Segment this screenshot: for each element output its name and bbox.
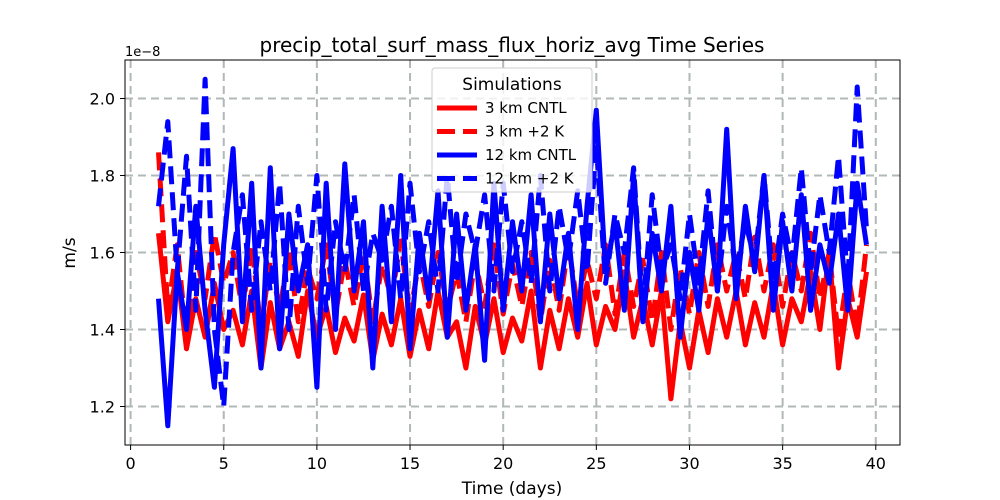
x-ticks: 0 5 10 15 20 25 30 35 40	[125, 445, 886, 473]
x-tick-label: 0	[125, 454, 135, 473]
x-tick-label: 35	[772, 454, 792, 473]
y-tick-label: 2.0	[90, 90, 115, 109]
y-ticks: 1.2 1.4 1.6 1.8 2.0	[90, 90, 125, 417]
legend-label: 3 km CNTL	[485, 99, 567, 117]
x-tick-label: 30	[679, 454, 699, 473]
chart-title: precip_total_surf_mass_flux_horiz_avg Ti…	[260, 33, 765, 57]
x-tick-label: 5	[219, 454, 229, 473]
series-layer	[156, 76, 869, 429]
x-axis-label: Time (days)	[461, 479, 562, 499]
y-tick-label: 1.4	[90, 321, 115, 340]
y-axis-label: m/s	[60, 237, 80, 268]
legend-label: 12 km CNTL	[485, 146, 577, 164]
legend-label: 3 km +2 K	[485, 123, 565, 141]
y-tick-label: 1.6	[90, 244, 115, 263]
x-tick-label: 20	[493, 454, 513, 473]
x-tick-label: 40	[866, 454, 886, 473]
legend-box	[431, 67, 593, 193]
legend: Simulations 3 km CNTL 3 km +2 K 12 km CNTL…	[431, 67, 593, 193]
legend-label: 12 km +2 K	[485, 170, 575, 188]
y-offset-label: 1e−8	[125, 45, 160, 60]
y-tick-label: 1.2	[90, 398, 115, 417]
x-tick-label: 10	[307, 454, 327, 473]
series-line-4	[156, 76, 869, 409]
x-tick-label: 25	[586, 454, 606, 473]
x-tick-label: 15	[400, 454, 420, 473]
y-tick-label: 1.8	[90, 167, 115, 186]
legend-title: Simulations	[462, 75, 562, 95]
